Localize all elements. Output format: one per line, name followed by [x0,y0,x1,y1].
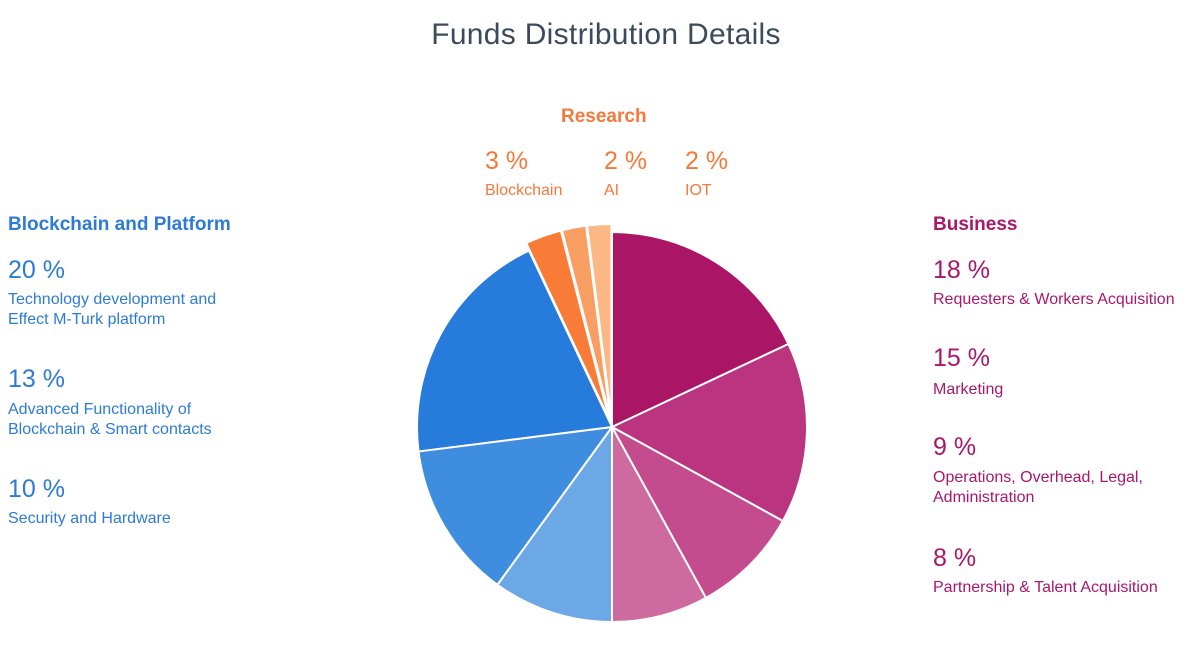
business-item-2-label: Marketing [933,381,1004,398]
pie-slice-8 [525,229,611,421]
business-item-2-pct: 15 % [933,344,990,372]
research-heading: Research [561,106,647,127]
pie-slice-3 [611,426,784,599]
pie-slice-10 [586,223,613,421]
business-item-4-label: Partnership & Talent Acquisition [933,579,1158,596]
blockchain-heading: Blockchain and Platform [8,214,231,235]
pie-slice-1 [611,231,790,428]
pie-slice-2 [611,342,808,522]
pie-slice-9 [561,224,612,421]
blockchain-item-3-pct: 10 % [8,475,65,503]
business-item-3-pct: 9 % [933,433,977,461]
research-blockchain-label: Blockchain [485,182,563,199]
chart-title: Funds Distribution Details [431,18,781,51]
pie-slice-4 [611,426,707,623]
blockchain-item-3-label: Security and Hardware [8,510,171,527]
business-item-1-label: Requesters & Workers Acquisition [933,291,1175,308]
research-iot-pct: 2 % [685,147,729,175]
pie-slice-6 [417,426,613,586]
blockchain-item-1-label: Technology development and Effect M-Turk… [8,291,217,328]
research-blockchain-pct: 3 % [485,147,529,175]
blockchain-item-2-pct: 13 % [8,365,65,393]
research-iot-label: IOT [685,182,712,199]
business-item-4-pct: 8 % [933,544,977,572]
business-item-1-pct: 18 % [933,256,990,284]
pie-slice-5 [496,426,613,623]
research-ai-pct: 2 % [604,147,648,175]
business-item-3-label: Operations, Overhead, Legal, Administrat… [933,469,1143,506]
business-heading: Business [933,214,1018,235]
research-ai-label: AI [604,182,620,199]
pie-slice-7 [416,249,613,453]
blockchain-item-1-pct: 20 % [8,256,65,284]
blockchain-item-2-label: Advanced Functionality of Blockchain & S… [8,401,212,438]
